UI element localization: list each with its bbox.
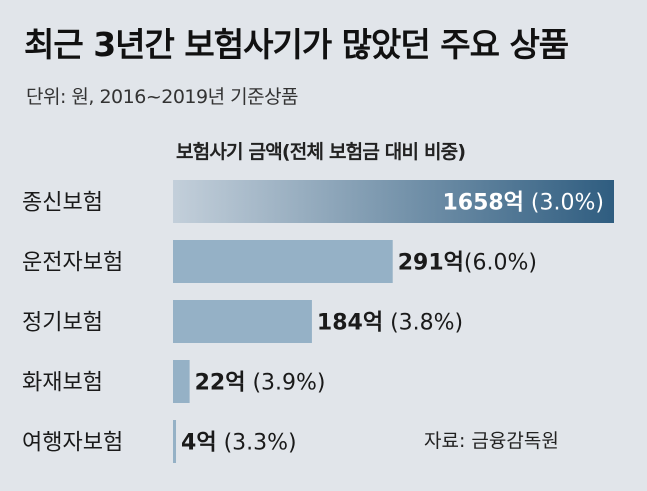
value-share: (6.0%) <box>464 251 537 276</box>
value-amount: 184억 <box>317 311 383 336</box>
value-share: (3.9%) <box>245 371 325 396</box>
value-share: (3.3%) <box>217 431 297 456</box>
value-label: 184억 (3.8%) <box>317 311 463 336</box>
category-label: 정기보험 <box>22 311 103 336</box>
value-amount: 4억 <box>181 431 217 456</box>
chart-subtitle: 단위: 원, 2016~2019년 기준상품 <box>26 86 299 108</box>
value-amount: 22억 <box>195 371 246 396</box>
value-label: 291억(6.0%) <box>398 251 537 276</box>
bar <box>173 180 614 223</box>
value-amount: 291억 <box>398 251 464 276</box>
category-label: 여행자보험 <box>22 431 123 456</box>
category-label: 운전자보험 <box>22 251 123 276</box>
bar <box>173 240 393 283</box>
value-label: 1658억 (3.0%) <box>442 191 604 216</box>
source-note: 자료: 금융감독원 <box>424 430 559 452</box>
category-label: 종신보험 <box>22 191 103 216</box>
value-label: 4억 (3.3%) <box>181 431 297 456</box>
value-label: 22억 (3.9%) <box>195 371 326 396</box>
bar <box>173 420 177 463</box>
value-amount: 1658억 <box>442 191 523 216</box>
chart-header: 보험사기 금액(전체 보험금 대비 비중) <box>176 141 466 163</box>
value-share: (3.8%) <box>383 311 463 336</box>
bar <box>173 360 190 403</box>
value-share: (3.0%) <box>524 191 604 216</box>
category-label: 화재보험 <box>22 371 103 396</box>
chart-title: 최근 3년간 보험사기가 많았던 주요 상품 <box>24 25 569 64</box>
bar <box>173 300 312 343</box>
